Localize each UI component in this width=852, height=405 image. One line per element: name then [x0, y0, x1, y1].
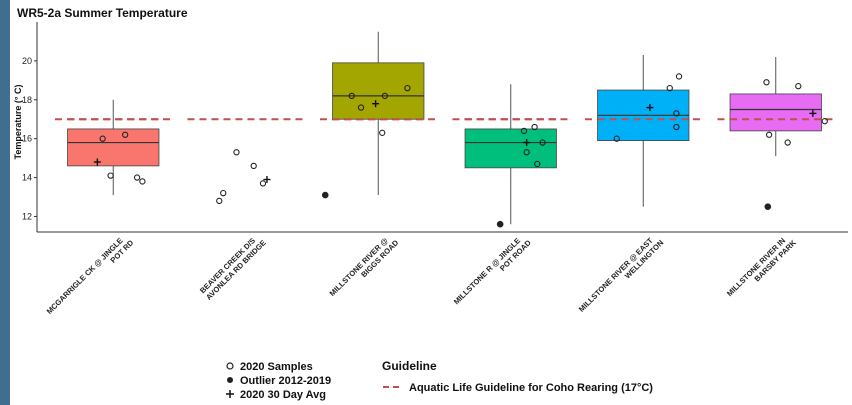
box-5 [729, 93, 822, 132]
legend-guideline-title: Guideline [382, 359, 437, 373]
sample-point-5-2 [765, 131, 773, 138]
sample-point-4-4 [673, 123, 680, 131]
sample-point-1-2 [233, 149, 240, 156]
sample-point-3-4 [534, 160, 541, 168]
legend-item-label-2: 2020 30 Day Avg [240, 389, 326, 401]
sample-point-3-0 [520, 127, 528, 135]
sample-point-2-1 [357, 104, 365, 111]
sample-point-3-3 [523, 149, 530, 156]
category-label-line: AVONLEA RD BRIDGE [204, 238, 268, 302]
y-axis-label: Temperature (° C) [13, 85, 23, 160]
box-3 [464, 128, 557, 169]
avg-30day-marker-2 [372, 100, 380, 108]
legend-item-label-0: 2020 Samples [240, 361, 313, 373]
outlier-point-3-0 [496, 220, 504, 228]
sample-point-4-2 [675, 73, 683, 80]
box-plot-chart: WR5-2a Summer Temperature Temperature (°… [13, 6, 848, 401]
sample-point-2-0 [348, 92, 355, 100]
sample-point-2-2 [381, 92, 389, 100]
sample-point-4-0 [613, 135, 620, 142]
legend-sample-icon [226, 362, 234, 370]
avg-30day-marker-4 [646, 104, 654, 112]
sample-point-5-0 [763, 79, 770, 86]
chart-panel: WR5-2a Summer Temperature Temperature (°… [10, 0, 852, 405]
sample-point-2-4 [379, 129, 386, 136]
category-label-line: MILLSTONE RIVER @ EAST [577, 236, 655, 314]
category-label-line: MCGARRIGLE CK @ JINGLE [45, 236, 125, 316]
category-label-4: MILLSTONE RIVER @ EASTWELLINGTON [577, 232, 665, 320]
sample-point-5-3 [784, 139, 791, 146]
category-label-1: BEAVER CREEK D/SAVONLEA RD BRIDGE [198, 232, 268, 302]
box-2 [332, 62, 425, 120]
sample-point-0-1 [122, 131, 129, 138]
avg-30day-marker-1 [263, 176, 271, 183]
legend: 2020 Samples Outlier 2012-2019 2020 30 Day… [226, 359, 653, 401]
category-label-line: MILLSTONE RIVER @ [328, 236, 390, 298]
sample-point-1-4 [259, 180, 267, 187]
category-label-line: MILLSTONE RIVER IN [725, 236, 787, 298]
box-0 [67, 128, 160, 167]
sample-point-1-3 [250, 162, 257, 170]
sample-point-5-4 [821, 118, 828, 125]
avg-30day-marker-0 [93, 158, 101, 166]
y-tick-label-16: 16 [22, 134, 32, 144]
category-label-0: MCGARRIGLE CK @ JINGLEPOT RD [45, 231, 136, 322]
sample-point-0-4 [139, 178, 146, 185]
legend-outlier-icon [227, 377, 233, 383]
y-tick-label-20: 20 [22, 56, 32, 66]
sample-point-1-0 [216, 197, 223, 205]
category-label-2: MILLSTONE RIVER @BIGGS ROAD [328, 231, 401, 304]
sample-point-1-1 [220, 189, 227, 197]
y-tick-label-14: 14 [22, 173, 32, 183]
category-label-5: MILLSTONE RIVER INBARSBY PARK [725, 231, 798, 304]
sample-point-0-3 [133, 174, 141, 181]
sample-point-4-3 [673, 110, 680, 117]
sample-point-3-1 [531, 123, 538, 131]
category-label-line: BEAVER CREEK D/S [198, 236, 257, 295]
sample-point-0-2 [107, 172, 114, 179]
legend-item-label-1: Outlier 2012-2019 [240, 375, 331, 387]
plot-area: 12 14 16 18 20 MCGARRIGLE CK @ JINGLEPOT RD BE… [22, 22, 848, 322]
legend-guideline-label: Aquatic Life Guideline for Coho Rearing … [409, 382, 653, 394]
y-tick-label-12: 12 [22, 211, 32, 221]
sample-point-0-0 [99, 135, 106, 142]
avg-30day-marker-5 [809, 109, 817, 117]
avg-30day-marker-3 [523, 139, 531, 147]
category-label-3: MILLSTONE R @ JINGLEPOT ROAD [452, 231, 533, 312]
legend-avg-icon [226, 390, 234, 398]
sample-point-5-1 [795, 83, 802, 90]
y-tick-label-18: 18 [22, 95, 32, 105]
outlier-point-5-0 [764, 203, 772, 211]
sample-point-2-3 [404, 84, 411, 92]
sample-point-4-1 [666, 84, 673, 92]
chart-title: WR5-2a Summer Temperature [17, 6, 188, 20]
sample-point-3-2 [539, 139, 546, 146]
outlier-point-2-0 [321, 191, 329, 199]
category-label-line: MILLSTONE R @ JINGLE [452, 236, 522, 306]
